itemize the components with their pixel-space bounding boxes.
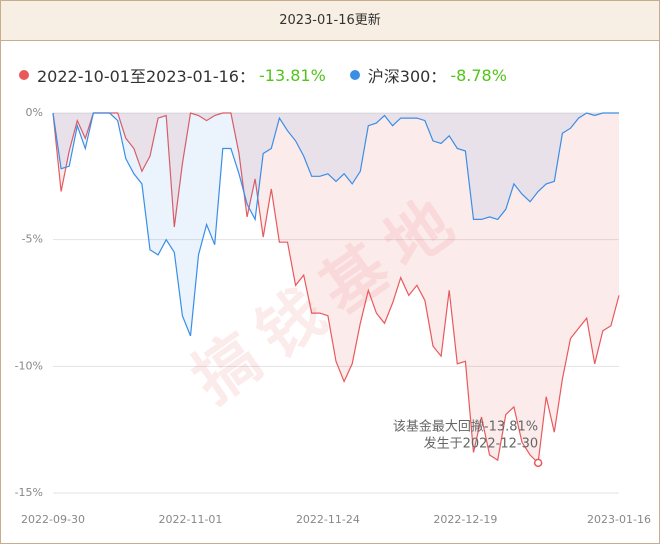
x-tick-label: 2022-11-01 <box>158 513 222 526</box>
legend: 2022-10-01至2023-01-16： -13.81% 沪深300： -8.78… <box>19 63 531 87</box>
x-tick-label: 2023-01-16 <box>587 513 651 526</box>
legend-item[interactable]: 沪深300： -8.78% <box>349 63 507 87</box>
line <box>52 112 619 337</box>
legend-name: 2022-10-01至2023-01-16： <box>37 67 255 86</box>
header: 2023-01-16更新 <box>1 1 659 41</box>
x-tick-label: 2022-11-24 <box>296 513 360 526</box>
x-tick-label: 2022-09-30 <box>21 513 85 526</box>
legend-dot <box>19 70 29 80</box>
drawdown-marker <box>533 458 543 468</box>
legend-name: 沪深300： <box>367 67 447 86</box>
annotation: 该基金最大回撤-13.81% <box>393 418 538 434</box>
area-fill <box>53 113 619 336</box>
legend-value: -8.78% <box>450 65 507 85</box>
line <box>52 112 620 465</box>
legend-item[interactable]: 2022-10-01至2023-01-16： -13.81% <box>19 63 326 87</box>
y-tick-label: -5% <box>22 233 43 246</box>
y-tick-label: 0% <box>26 106 43 119</box>
legend-value: -13.81% <box>258 65 326 85</box>
y-tick-label: -15% <box>15 486 43 499</box>
y-tick-label: -10% <box>15 359 43 372</box>
x-tick-label: 2022-12-19 <box>433 513 497 526</box>
legend-dot <box>349 70 360 80</box>
annotation: 发生于2022-12-30 <box>424 435 539 451</box>
area-fill <box>53 113 619 463</box>
